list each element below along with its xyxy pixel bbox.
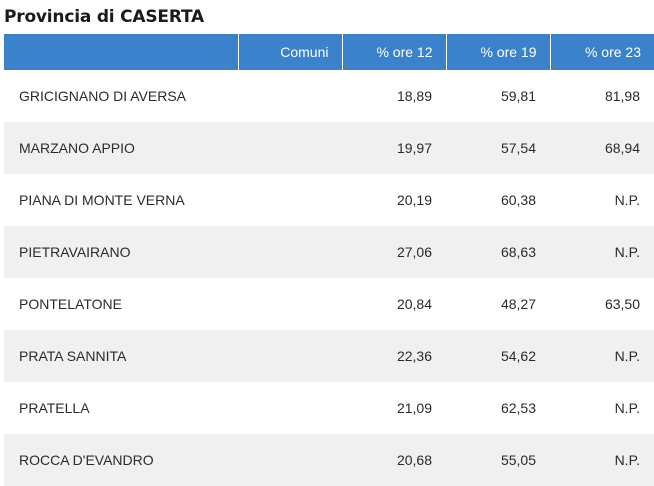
ore12-cell: 22,36 [396, 348, 432, 364]
ore12-cell: 21,09 [396, 400, 432, 416]
comuni-cell [238, 330, 342, 382]
comune-name: GRICIGNANO DI AVERSA [19, 88, 186, 104]
comune-name: PONTELATONE [19, 296, 122, 312]
table-row: ROCCA D'EVANDRO 20,68 55,05 N.P. [4, 434, 654, 486]
ore12-cell: 20,19 [396, 192, 432, 208]
ore23-cell: N.P. [614, 452, 640, 468]
table-row: PIETRAVAIRANO 27,06 68,63 N.P. [4, 226, 654, 278]
table-row: PRATELLA 21,09 62,53 N.P. [4, 382, 654, 434]
ore12-cell: 27,06 [396, 244, 432, 260]
comuni-cell [238, 70, 342, 122]
ore23-cell: 63,50 [604, 296, 640, 312]
ore12-cell: 18,89 [396, 88, 432, 104]
ore19-cell: 48,27 [500, 296, 536, 312]
comuni-cell [238, 278, 342, 330]
ore12-cell: 20,68 [396, 452, 432, 468]
ore12-cell: 19,97 [396, 140, 432, 156]
comuni-cell [238, 174, 342, 226]
comune-name: PIETRAVAIRANO [19, 244, 131, 260]
comuni-cell [238, 122, 342, 174]
comuni-cell [238, 434, 342, 486]
ore19-cell: 60,38 [500, 192, 536, 208]
ore23-cell: N.P. [614, 244, 640, 260]
comune-name: PRATELLA [19, 400, 90, 416]
table-row: PIANA DI MONTE VERNA 20,19 60,38 N.P. [4, 174, 654, 226]
table-row: PRATA SANNITA 22,36 54,62 N.P. [4, 330, 654, 382]
ore19-cell: 55,05 [500, 452, 536, 468]
ore23-cell: N.P. [614, 348, 640, 364]
header-comuni[interactable]: Comuni [237, 34, 342, 70]
table-row: GRICIGNANO DI AVERSA 18,89 59,81 81,98 [4, 70, 654, 122]
ore23-cell: 81,98 [604, 88, 640, 104]
ore23-cell: 68,94 [604, 140, 640, 156]
ore19-cell: 68,63 [500, 244, 536, 260]
header-ore23[interactable]: % ore 23 [549, 34, 654, 70]
comuni-cell [238, 382, 342, 434]
comune-name: PRATA SANNITA [19, 348, 127, 364]
header-name [4, 34, 238, 70]
ore12-cell: 20,84 [396, 296, 432, 312]
ore19-cell: 59,81 [500, 88, 536, 104]
comune-name: ROCCA D'EVANDRO [19, 452, 154, 468]
header-ore12[interactable]: % ore 12 [341, 34, 446, 70]
comuni-cell [238, 226, 342, 278]
comune-name: MARZANO APPIO [19, 140, 135, 156]
table-header-row: Comuni % ore 12 % ore 19 % ore 23 [4, 34, 654, 70]
ore23-cell: N.P. [614, 192, 640, 208]
ore19-cell: 54,62 [500, 348, 536, 364]
page-title: Provincia di CASERTA [4, 7, 204, 27]
table-row: MARZANO APPIO 19,97 57,54 68,94 [4, 122, 654, 174]
ore23-cell: N.P. [614, 400, 640, 416]
turnout-table: Comuni % ore 12 % ore 19 % ore 23 GRICIG… [4, 34, 654, 486]
ore19-cell: 57,54 [500, 140, 536, 156]
comune-name: PIANA DI MONTE VERNA [19, 192, 185, 208]
header-ore19[interactable]: % ore 19 [445, 34, 550, 70]
table-row: PONTELATONE 20,84 48,27 63,50 [4, 278, 654, 330]
ore19-cell: 62,53 [500, 400, 536, 416]
